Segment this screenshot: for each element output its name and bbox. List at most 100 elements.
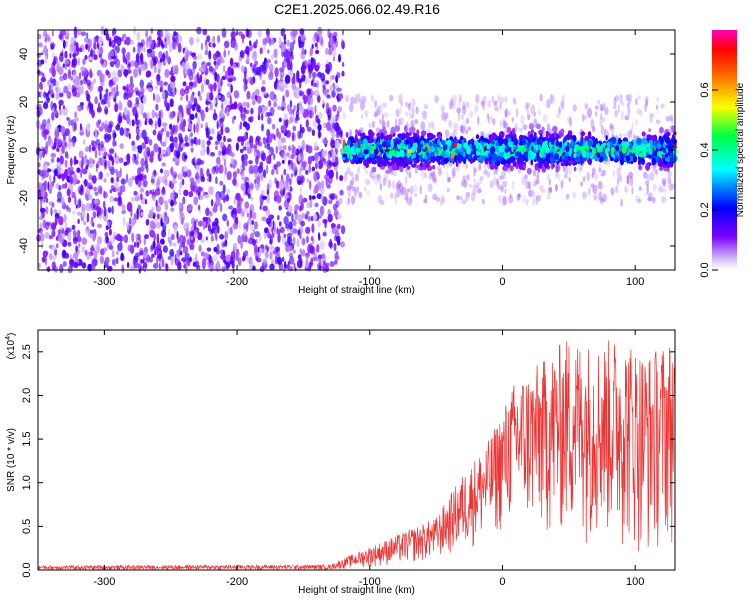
spectrogram-cell [74,75,80,86]
spectrogram-cell [197,220,204,227]
spectrogram-cell [140,59,144,65]
spectrogram-cell [560,179,564,188]
spectrogram-cell [161,150,166,155]
spectrogram-cell [58,99,64,106]
spectrogram-cell [526,108,530,118]
spectrogram-cell [233,197,236,206]
spectrogram-cell [277,233,281,243]
spectrogram-cell [240,183,246,191]
spectrogram-cell [231,40,237,48]
spectrogram-cell [100,99,107,105]
spectrogram-cell [262,91,268,96]
spectrogram-cell [335,40,338,48]
spectrogram-cell [200,112,206,119]
spectrogram-cell [77,218,80,224]
spectrogram-cell [122,216,126,226]
spectrogram-cell [115,124,121,131]
spectrogram-cell [161,128,164,133]
spectrogram-cell [147,87,153,93]
spectrogram-cell [612,105,617,110]
spectrogram-cell [139,79,145,89]
spectrogram-cell [310,215,314,222]
spectrogram-cell [181,178,185,186]
spectrogram-cell [79,84,84,95]
spectrogram-cell [265,111,271,118]
spectrogram-cell [124,39,127,45]
spectrogram-cell [256,176,261,185]
spectrogram-cell [306,126,312,132]
spectrogram-cell [137,179,142,188]
spectrogram-cell [155,93,160,104]
spectrogram-cell [258,105,263,114]
spectrogram-cell [158,146,162,154]
spectrogram-cell [643,171,648,179]
spectrogram-cell [558,174,561,182]
spectrogram-cell [56,157,60,163]
spectrogram-cell [93,186,98,192]
spectrogram-cell [291,146,298,156]
spectrogram-cell [599,103,604,112]
spectrogram-cell [328,199,333,205]
spectrogram-cell [517,193,522,198]
spectrogram-cell [340,136,343,144]
spectrogram-cell [199,74,203,83]
spectrogram-cell [430,171,435,178]
spectrogram-cell [226,91,232,99]
spectrogram-cell [322,218,328,224]
spectrogram-cell [210,152,215,157]
spectrogram-cell [325,63,330,70]
spectrogram-cell [212,112,218,121]
spectrogram-cell [303,94,308,105]
spectrogram-cell [263,38,266,43]
spectrogram-cell [456,195,460,201]
spectrogram-cell [130,217,137,226]
spectrogram-cell [290,61,293,71]
spectrogram-cell [121,47,126,55]
spectrogram-cell [141,172,144,182]
spectrogram-cell [208,65,213,72]
spectrogram-cell [252,164,257,173]
spectrogram-cell [250,225,256,232]
spectrogram-cell [445,129,450,138]
spectrogram-cell [86,212,90,223]
spectrogram-cell [278,117,282,123]
spectrogram-cell [131,145,137,152]
spectrogram-cell [304,49,307,55]
spectrogram-cell [245,45,250,55]
spectrogram-cell [189,113,195,120]
spectrogram-cell [218,164,224,174]
spectrogram-cell [64,229,69,236]
spectrogram-cell [214,62,219,70]
spectrogram-cell [170,200,174,207]
spectrogram-cell [58,103,62,111]
spectrogram-cell [120,236,124,242]
spectrogram-cell [138,102,143,112]
spectrogram-cell [114,258,116,267]
spectrogram-cell [310,257,314,267]
spectrogram-cell [216,94,222,99]
spectrogram-cell [196,26,202,35]
spectrogram-cell [242,231,248,237]
spectrogram-cell [215,140,221,145]
spectrogram-cell [165,263,168,269]
spectrogram-cell [420,121,426,131]
spectrogram-cell [158,51,163,59]
spectrogram-cell [79,102,84,107]
spectrogram-cell [624,186,628,193]
spectrogram-cell [92,211,97,219]
spectrogram-cell [145,70,152,78]
spectrogram-cell [434,95,439,103]
spectrogram-cell [452,129,457,137]
spectrogram-cell [48,138,54,147]
spectrogram-cell [126,155,131,165]
spectrogram-cell [55,80,60,88]
spectrogram-cell [225,254,231,262]
spectrogram-cell [171,139,175,149]
spectrogram-cell [403,196,408,201]
spectrogram-cell [190,137,194,147]
spectrogram-cell [524,177,528,182]
spectrogram-cell [249,209,253,219]
spectrogram-cell [69,157,73,167]
spectrogram-cell [506,126,511,134]
